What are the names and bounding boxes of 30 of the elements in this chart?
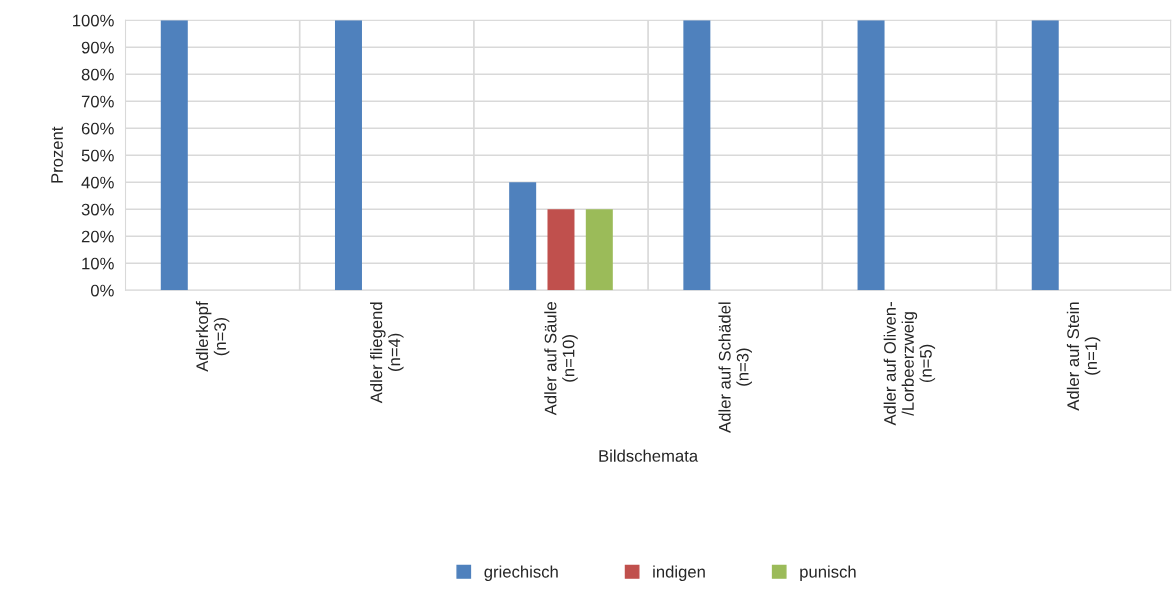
y-tick-label: 0% [90, 284, 114, 297]
legend-label: punisch [800, 565, 856, 581]
y-tick-label: 80% [81, 68, 114, 81]
bar [857, 20, 885, 291]
bar [547, 209, 575, 291]
bar [1031, 20, 1059, 291]
bar [683, 20, 711, 291]
y-tick-label: 30% [81, 203, 114, 216]
y-axis-title: Prozent [51, 126, 63, 183]
bar [334, 20, 362, 291]
x-tick-label: Adlerkopf (n=3) [195, 301, 230, 372]
x-tick-label: Adler auf Stein (n=1) [1066, 302, 1101, 411]
legend-label: indigen [653, 565, 705, 581]
y-tick-label: 40% [81, 176, 114, 189]
legend-label: griechisch [484, 565, 558, 581]
x-tick-label: Adler auf Schädel (n=3) [718, 302, 752, 433]
bar [585, 209, 613, 291]
x-tick-label: Adler auf Oliven- /Lorbeerzweig (n=5) [883, 302, 936, 426]
y-tick-label: 70% [81, 95, 114, 108]
bar [160, 20, 188, 291]
y-tick-label: 60% [81, 122, 114, 135]
x-axis-title: Bildschemata [599, 449, 699, 462]
y-tick-label: 10% [82, 257, 114, 270]
y-tick-label: 90% [81, 41, 114, 54]
x-tick-label: Adler auf Säule (n=10) [544, 302, 578, 416]
y-tick-label: 50% [81, 149, 114, 162]
x-tick-label: Adler fliegend (n=4) [370, 302, 404, 404]
y-tick-label: 20% [81, 230, 114, 243]
bar [509, 182, 537, 291]
y-tick-label: 100% [73, 14, 114, 27]
